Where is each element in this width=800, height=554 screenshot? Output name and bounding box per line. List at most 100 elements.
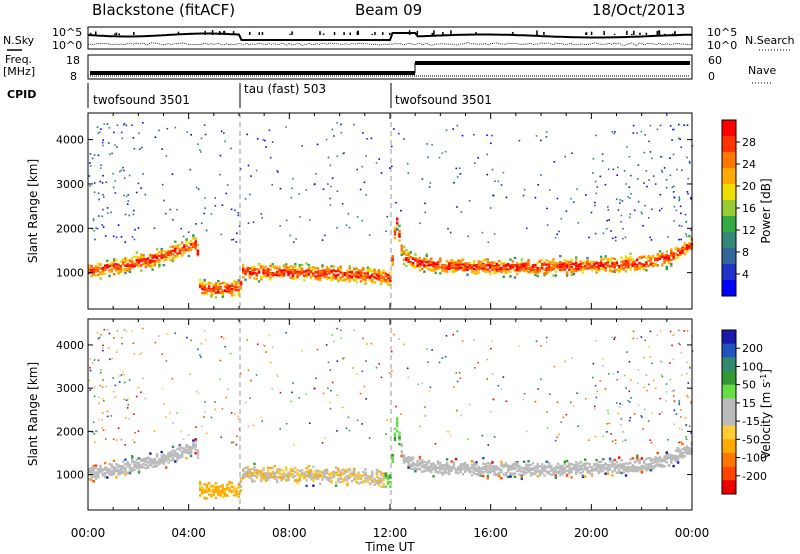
echo-cell (94, 477, 98, 480)
echo-cell (212, 489, 215, 492)
echo-cell (473, 464, 476, 468)
echo-cell (400, 247, 403, 250)
echo-cell (151, 459, 154, 463)
echo-cell (498, 467, 501, 470)
echo-cell (522, 472, 526, 475)
echo-cell (602, 267, 605, 271)
echo-cell (531, 267, 535, 270)
echo-cell (93, 395, 96, 398)
echo-cell (226, 286, 229, 290)
echo-cell (359, 475, 363, 478)
echo-cell (502, 270, 505, 273)
echo-cell (681, 169, 683, 172)
echo-cell (384, 476, 388, 480)
echo-cell (654, 263, 657, 266)
echo-cell (575, 256, 578, 259)
echo-cell (481, 434, 484, 437)
echo-cell (500, 463, 503, 466)
echo-cell (102, 397, 104, 400)
echo-cell (194, 443, 197, 447)
echo-cell (329, 204, 332, 206)
echo-cell (630, 379, 632, 381)
echo-cell (276, 266, 279, 269)
echo-cell (619, 202, 621, 204)
echo-cell (100, 164, 102, 166)
echo-cell (550, 261, 553, 265)
echo-cell (427, 461, 431, 464)
echo-cell (336, 122, 338, 124)
echo-cell (185, 445, 188, 448)
echo-cell (575, 469, 578, 472)
echo-cell (101, 472, 104, 475)
echo-cell (445, 468, 449, 471)
echo-cell (262, 467, 265, 470)
echo-cell (665, 461, 668, 464)
echo-cell (228, 487, 231, 490)
echo-cell (665, 267, 668, 271)
echo-cell (466, 467, 469, 470)
echo-cell (371, 470, 374, 473)
echo-cell (115, 476, 118, 479)
echo-cell (396, 218, 399, 221)
echo-cell (407, 457, 410, 460)
echo-cell (448, 267, 451, 270)
echo-cell (498, 264, 501, 267)
echo-cell (380, 481, 383, 484)
echo-cell (649, 463, 653, 467)
echo-cell (336, 360, 339, 362)
echo-cell (298, 264, 301, 267)
echo-cell (239, 168, 242, 170)
echo-cell (368, 482, 372, 485)
echo-cell (652, 264, 655, 268)
echo-cell (199, 285, 202, 288)
echo-cell (656, 460, 659, 463)
echo-cell (359, 276, 363, 279)
echo-cell (196, 449, 200, 452)
echo-cell (167, 452, 170, 455)
echo-cell (155, 454, 159, 457)
echo-cell (291, 475, 295, 479)
echo-cell (251, 474, 254, 477)
echo-cell (112, 468, 116, 471)
echo-cell (536, 466, 539, 469)
echo-cell (535, 135, 538, 137)
echo-cell (421, 178, 424, 180)
echo-cell (543, 468, 546, 472)
echo-cell (310, 469, 313, 472)
echo-cell (169, 459, 172, 462)
echo-cell (199, 283, 202, 286)
echo-cell (133, 441, 136, 444)
echo-cell (296, 275, 299, 278)
echo-cell (620, 214, 623, 217)
echo-cell (683, 124, 685, 126)
echo-cell (174, 126, 177, 129)
echo-cell (305, 189, 308, 191)
echo-cell (355, 477, 358, 481)
echo-cell (466, 263, 469, 266)
echo-cell (192, 242, 195, 245)
echo-cell (547, 464, 551, 467)
echo-cell (90, 474, 93, 477)
echo-cell (197, 143, 199, 145)
echo-cell (112, 459, 116, 462)
echo-cell (556, 462, 560, 466)
echo-cell (310, 476, 313, 479)
echo-cell (262, 468, 265, 472)
echo-cell (334, 471, 338, 475)
echo-cell (234, 413, 236, 415)
echo-cell (448, 263, 451, 267)
echo-cell (610, 433, 612, 435)
echo-cell (622, 471, 625, 474)
echo-cell (513, 256, 517, 260)
colorbar-tick-label: 28 (742, 136, 756, 149)
echo-cell (265, 146, 267, 148)
echo-cell (497, 180, 500, 183)
echo-cell (633, 268, 637, 272)
echo-cell (160, 456, 163, 459)
echo-cell (350, 471, 354, 475)
echo-cell (142, 262, 145, 265)
echo-cell (402, 458, 406, 461)
echo-cell (353, 473, 356, 477)
echo-cell (330, 479, 333, 483)
echo-cell (97, 192, 100, 194)
